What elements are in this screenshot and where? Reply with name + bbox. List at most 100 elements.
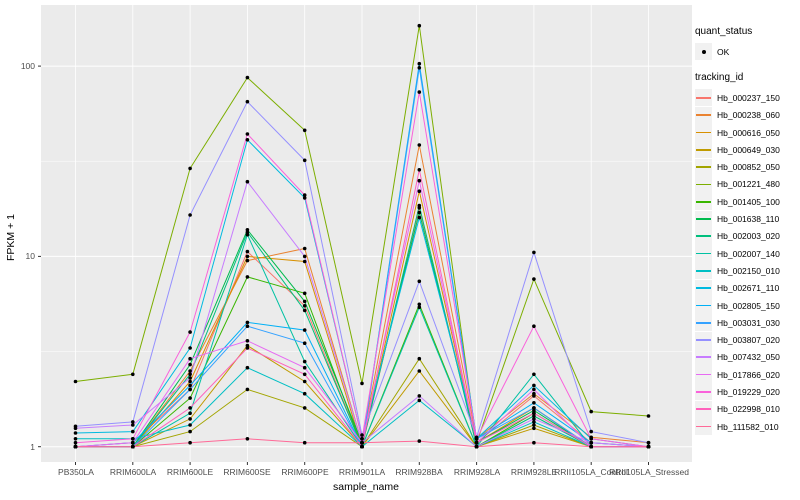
legend-item-Hb_002805_150: Hb_002805_150 (695, 297, 800, 314)
data-point (188, 423, 192, 427)
data-point (245, 179, 250, 184)
data-point (532, 372, 536, 377)
legend-item-Hb_003031_030: Hb_003031_030 (695, 314, 800, 332)
legend-item-Hb_019229_020: Hb_019229_020 (695, 383, 800, 401)
data-point (646, 414, 651, 418)
legend-key (695, 106, 712, 124)
data-point (360, 440, 364, 445)
data-point (188, 362, 192, 367)
data-point (302, 406, 307, 410)
data-point (360, 381, 364, 386)
legend-item-label: Hb_001405_100 (717, 196, 780, 207)
legend-item-Hb_002003_020: Hb_002003_020 (695, 227, 800, 245)
data-point (73, 437, 78, 441)
legend-item-Hb_000238_060: Hb_000238_060 (695, 106, 800, 124)
legend-key (695, 227, 712, 245)
data-point (188, 417, 192, 421)
legend-key (695, 124, 712, 142)
line-swatch-icon (696, 166, 711, 168)
data-point (188, 369, 192, 373)
line-swatch-icon (696, 373, 711, 376)
data-point (302, 299, 307, 304)
line-swatch-icon (696, 183, 711, 186)
data-point (589, 444, 593, 449)
legend-key (695, 89, 712, 107)
data-point (474, 440, 479, 445)
x-tick-label-RRIM928BA: RRIM928BA (395, 467, 443, 477)
line-swatch-icon (696, 356, 711, 359)
data-point (302, 308, 307, 313)
legend-key (695, 210, 712, 228)
data-point (532, 420, 536, 424)
legend-item-label: Hb_017866_020 (717, 369, 780, 380)
legend-item-Hb_000852_050: Hb_000852_050 (695, 158, 800, 176)
line-swatch-icon (696, 148, 711, 151)
data-point (532, 324, 536, 329)
data-point (302, 128, 307, 133)
data-point (245, 230, 250, 234)
legend-key (695, 158, 712, 176)
data-point (302, 341, 307, 346)
data-point (131, 437, 135, 441)
legend-item-label: Hb_002671_110 (717, 283, 780, 294)
line-swatch-icon (696, 304, 711, 307)
legend-item-label: OK (717, 46, 730, 57)
data-point (73, 444, 78, 449)
legend-tracking-id-items: Hb_000237_150 Hb_000238_060 Hb_000616_050 H… (695, 89, 800, 436)
legend-item-Hb_017866_020: Hb_017866_020 (695, 366, 800, 384)
data-point (73, 431, 78, 435)
data-point (302, 193, 307, 197)
legend-item-label: Hb_111582_010 (717, 421, 779, 432)
data-point (245, 437, 250, 441)
legend-item-Hb_007432_050: Hb_007432_050 (695, 348, 800, 366)
data-point (302, 304, 307, 308)
data-point (245, 275, 250, 279)
data-point (73, 426, 78, 431)
x-tick-label-RRIM928LE: RRIM928LE (510, 467, 558, 477)
data-point (245, 99, 250, 104)
data-point (417, 61, 422, 66)
data-point (188, 330, 192, 334)
x-tick-label-RRIM928LA: RRIM928LA (453, 467, 501, 477)
legend-item-Hb_111582_010: Hb_111582_010 (695, 418, 800, 436)
data-point (188, 356, 192, 361)
data-point (417, 189, 422, 193)
data-point (302, 391, 307, 396)
data-point (245, 324, 250, 329)
legend-key (695, 279, 712, 297)
x-tick-label-RRIM901LA: RRIM901LA (338, 467, 386, 477)
data-point (245, 365, 250, 370)
data-point (417, 394, 422, 398)
legend-item-Hb_000649_030: Hb_000649_030 (695, 141, 800, 159)
data-point (474, 444, 479, 449)
x-tick-label-RRIM600PE: RRIM600PE (281, 467, 329, 477)
plot-panel (41, 5, 692, 462)
line-swatch-icon (696, 425, 711, 428)
data-point (302, 359, 307, 364)
data-point (188, 411, 192, 416)
data-point (188, 166, 192, 171)
legend-item-label: Hb_003807_020 (717, 335, 780, 346)
data-point (532, 426, 536, 431)
legend: quant_status OK tracking_id Hb_000237_15… (695, 26, 800, 436)
data-point (302, 379, 307, 384)
x-tick-label-RRIM600LE: RRIM600LE (166, 467, 214, 477)
legend-key (695, 348, 712, 366)
data-point (532, 383, 536, 388)
data-point (245, 75, 250, 80)
data-point (245, 258, 250, 263)
legend-key (695, 383, 712, 401)
data-point (417, 398, 422, 403)
data-point (417, 356, 422, 361)
data-point (417, 369, 422, 373)
data-point (532, 417, 536, 421)
legend-item-Hb_002007_140: Hb_002007_140 (695, 245, 800, 263)
legend-item-Hb_003807_020: Hb_003807_020 (695, 331, 800, 349)
data-point (417, 439, 422, 443)
legend-key (695, 262, 712, 280)
legend-item-label: Hb_022998_010 (717, 404, 780, 415)
data-point (245, 132, 250, 136)
data-point (188, 346, 192, 350)
